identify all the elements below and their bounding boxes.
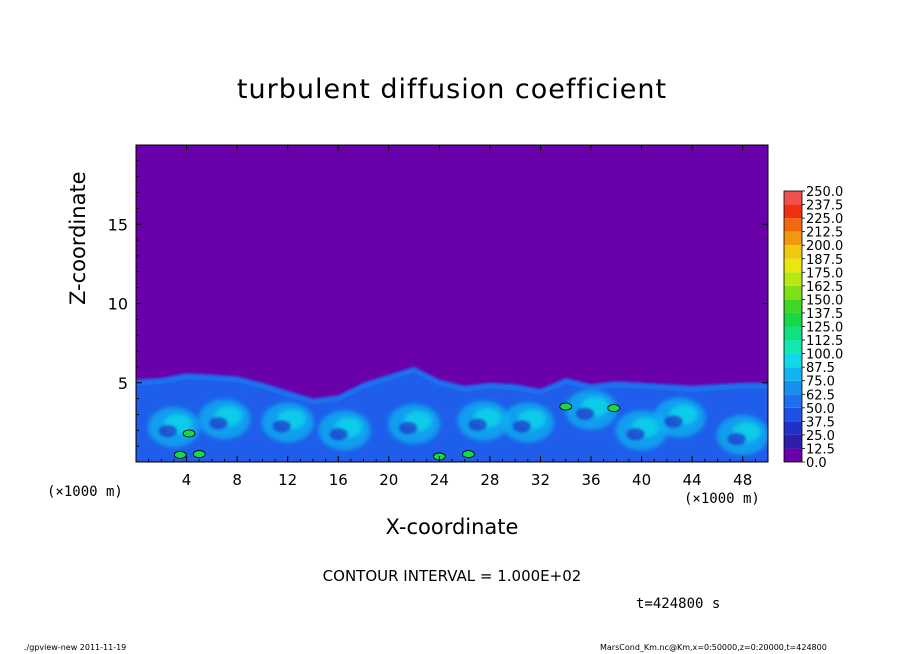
colorbar-swatch xyxy=(784,285,802,300)
colorbar-swatch xyxy=(784,272,802,286)
x-tick-label: 12 xyxy=(278,471,297,489)
high-value-patch xyxy=(182,429,196,438)
colorbar-swatch xyxy=(784,218,802,232)
footer-left: ./gpview-new 2011-11-19 xyxy=(24,643,127,652)
x-tick-label: 48 xyxy=(733,471,752,489)
x-tick-label: 16 xyxy=(329,471,348,489)
colorbar-swatch xyxy=(784,380,802,395)
colorbar-swatch xyxy=(784,231,802,246)
x-axis-unit-right: (×1000 m) xyxy=(684,491,760,507)
x-tick-label: 20 xyxy=(379,471,398,489)
eddy-void xyxy=(468,418,487,431)
eddy-void xyxy=(576,407,595,420)
high-value-patch xyxy=(559,402,573,411)
colorbar-label: 225.0 xyxy=(806,212,843,227)
x-axis-ticks: 4 8 12 16 20 24 28 32 36 40 44 48 xyxy=(148,145,756,489)
colorbar-label: 37.5 xyxy=(806,415,835,430)
eddy-void xyxy=(272,420,291,433)
chart-title: turbulent diffusion coefficient xyxy=(236,74,668,105)
x-axis-unit-left: (×1000 m) xyxy=(47,484,123,500)
eddy xyxy=(318,410,371,451)
eddy xyxy=(501,402,554,443)
eddy-void xyxy=(664,415,683,428)
eddy xyxy=(198,399,251,440)
colorbar-swatch xyxy=(784,421,802,435)
eddy xyxy=(261,402,314,443)
eddy xyxy=(388,403,441,444)
time-stamp: t=424800 s xyxy=(636,596,721,612)
colorbar-label: 112.5 xyxy=(806,334,843,349)
x-tick-label: 28 xyxy=(480,471,499,489)
x-tick-label: 36 xyxy=(581,471,600,489)
colorbar-label: 150.0 xyxy=(806,293,843,308)
colorbar-swatch xyxy=(784,434,802,449)
colorbar-label: 50.0 xyxy=(806,402,835,417)
colorbar-swatch xyxy=(784,407,802,422)
y-axis-ticks: 5 10 15 xyxy=(108,160,768,447)
eddy xyxy=(147,407,200,448)
colorbar-swatch xyxy=(784,394,802,408)
colorbar-swatch xyxy=(784,312,802,327)
eddy xyxy=(457,400,510,441)
colorbar-swatch xyxy=(784,448,802,462)
colorbar-label: 62.5 xyxy=(806,388,835,403)
eddy-void xyxy=(399,421,418,434)
eddy-void xyxy=(727,433,746,446)
colorbar-label: 12.5 xyxy=(806,442,835,457)
colorbar-label: 175.0 xyxy=(806,266,843,281)
colorbar-swatch xyxy=(784,204,802,219)
eddy-void xyxy=(626,428,645,441)
colorbar-swatch xyxy=(784,340,802,354)
eddy xyxy=(716,415,768,456)
y-tick-label: 10 xyxy=(108,295,128,314)
x-axis-label: X-coordinate xyxy=(385,515,519,539)
colorbar: 0.012.525.037.550.062.575.087.5100.0112.… xyxy=(783,185,843,471)
colorbar-swatch xyxy=(784,258,802,273)
eddy-void xyxy=(512,420,531,433)
high-value-patch xyxy=(462,450,475,458)
colorbar-label: 187.5 xyxy=(806,253,843,268)
colorbar-label: 125.0 xyxy=(806,321,843,336)
x-tick-label: 8 xyxy=(232,471,242,489)
eddy xyxy=(653,397,706,438)
high-value-patch xyxy=(192,450,206,458)
colorbar-label: 250.0 xyxy=(806,185,843,200)
high-value-patch xyxy=(607,404,621,413)
colorbar-label: 87.5 xyxy=(806,361,835,376)
eddy-void xyxy=(209,417,228,430)
y-axis-label: Z-coordinate xyxy=(66,171,90,305)
x-tick-label: 4 xyxy=(182,471,192,489)
contour-interval-text: CONTOUR INTERVAL = 1.000E+02 xyxy=(322,567,582,585)
x-tick-label: 40 xyxy=(632,471,651,489)
x-tick-label: 24 xyxy=(430,471,449,489)
y-tick-label: 5 xyxy=(118,374,128,393)
colorbar-label: 237.5 xyxy=(806,199,843,214)
colorbar-label: 212.5 xyxy=(806,226,843,241)
colorbar-label: 200.0 xyxy=(806,239,843,254)
colorbar-label: 25.0 xyxy=(806,429,835,444)
x-tick-label: 44 xyxy=(683,471,702,489)
colorbar-swatch xyxy=(784,299,802,313)
eddy-void xyxy=(329,428,348,441)
colorbar-swatch xyxy=(784,367,802,381)
eddy xyxy=(565,389,618,430)
y-tick-label: 15 xyxy=(108,215,128,234)
colorbar-swatch xyxy=(784,353,802,368)
footer-right: MarsCond_Km.nc@Km,x=0:50000,z=0:20000,t=… xyxy=(600,643,827,652)
colorbar-label: 162.5 xyxy=(806,280,843,295)
turbulence-field xyxy=(136,366,768,462)
colorbar-label: 137.5 xyxy=(806,307,843,322)
x-tick-label: 32 xyxy=(531,471,550,489)
high-value-patch xyxy=(173,450,187,459)
colorbar-label: 75.0 xyxy=(806,375,835,390)
colorbar-label: 100.0 xyxy=(806,348,843,363)
colorbar-swatch xyxy=(784,191,802,205)
colorbar-swatch xyxy=(784,326,802,341)
colorbar-swatch xyxy=(784,245,802,259)
eddy-void xyxy=(158,425,177,438)
colorbar-label: 0.0 xyxy=(806,456,827,471)
